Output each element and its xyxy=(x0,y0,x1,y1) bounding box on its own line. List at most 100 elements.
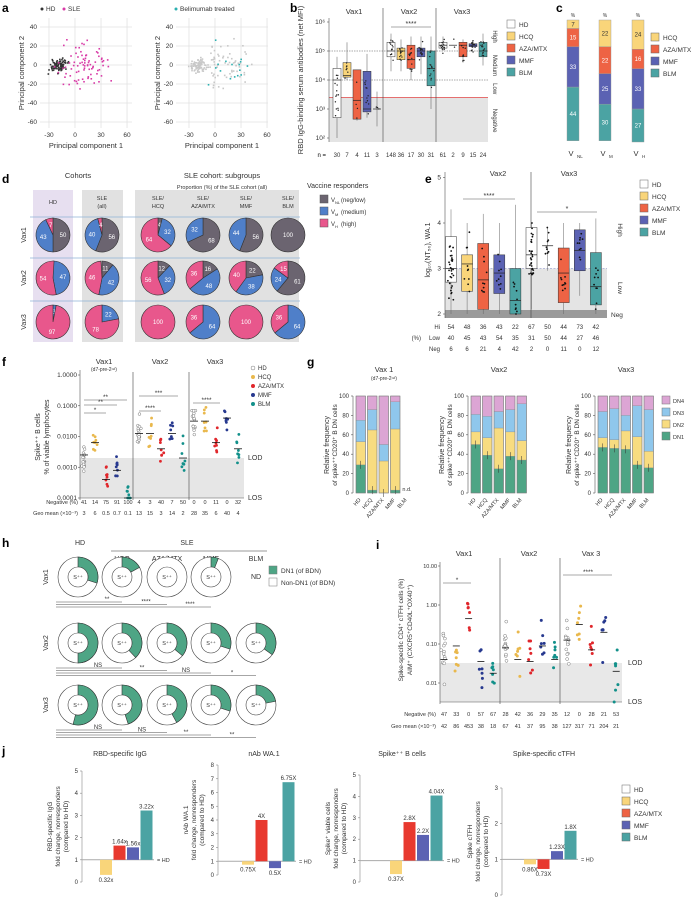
pie-value: 24 xyxy=(275,277,282,283)
data-point xyxy=(70,68,73,70)
data-point xyxy=(212,58,215,61)
data-point xyxy=(579,236,581,239)
box xyxy=(477,243,489,310)
data-point xyxy=(564,282,566,284)
pie-value: 64 xyxy=(146,237,153,243)
data-point xyxy=(399,58,401,60)
data-point xyxy=(180,465,184,469)
legend-swatch xyxy=(319,206,329,216)
legend-dot xyxy=(40,7,44,11)
category-label: V xyxy=(568,149,573,158)
panel-label: b xyxy=(290,1,297,15)
data-point xyxy=(101,57,103,60)
pie-value: 12 xyxy=(158,267,165,273)
y-tick-label: 10⁵ xyxy=(315,48,325,55)
pie-value: 40 xyxy=(89,232,96,238)
data-point xyxy=(452,274,455,277)
data-point xyxy=(61,67,63,70)
pie-value: 78 xyxy=(92,328,99,334)
data-point xyxy=(203,64,206,66)
data-point xyxy=(62,65,64,67)
data-point xyxy=(51,69,54,72)
y-tick-label: 0 xyxy=(211,873,215,879)
data-point xyxy=(199,63,201,65)
table-value: 22 xyxy=(512,325,519,331)
data-point xyxy=(89,63,92,66)
data-point xyxy=(90,73,92,76)
data-point xyxy=(440,46,443,49)
table-value: 86 xyxy=(453,724,459,730)
stacked-segment xyxy=(470,414,481,433)
data-point xyxy=(531,267,534,270)
fold-change-bar xyxy=(282,782,295,862)
data-point xyxy=(217,86,220,88)
table-value: 57 xyxy=(478,712,484,718)
table-value: 42 xyxy=(515,712,521,718)
table-value: 50 xyxy=(180,500,186,506)
data-point xyxy=(565,657,569,661)
data-point xyxy=(443,46,446,49)
data-point xyxy=(83,67,86,69)
data-point xyxy=(500,268,502,271)
data-point xyxy=(203,67,206,69)
data-point xyxy=(237,453,241,457)
data-point xyxy=(356,107,359,110)
legend-swatch xyxy=(650,68,660,78)
data-point xyxy=(504,659,509,663)
los-label: LOS xyxy=(248,495,262,502)
data-point xyxy=(210,72,213,74)
data-point xyxy=(81,455,85,460)
pie-slice xyxy=(52,217,71,253)
data-point xyxy=(482,52,484,54)
y-tick-label: 0.10 xyxy=(426,642,437,648)
y-tick-label: 1 xyxy=(75,858,79,864)
data-point xyxy=(452,246,454,249)
y-axis-label: fold change, nonresponders xyxy=(333,787,340,868)
data-point xyxy=(243,73,246,76)
data-point xyxy=(201,58,204,60)
data-point xyxy=(560,258,562,261)
y-axis-label: (compared to HD) xyxy=(63,801,70,853)
box xyxy=(493,254,506,294)
bar-outline xyxy=(620,395,631,494)
table-value: 42 xyxy=(441,724,447,730)
y-tick-label: 0.1000 xyxy=(57,403,77,410)
pie-value: 54 xyxy=(40,277,47,283)
data-point xyxy=(565,652,569,657)
percent-label: % xyxy=(603,13,608,19)
data-point xyxy=(150,416,153,420)
data-point xyxy=(86,64,89,67)
data-point xyxy=(203,426,207,430)
data-point xyxy=(98,47,101,50)
data-point xyxy=(498,269,500,272)
data-point xyxy=(225,60,227,63)
data-point xyxy=(148,444,152,448)
data-point xyxy=(515,289,518,292)
data-point xyxy=(454,662,458,666)
n-value: 148 xyxy=(386,153,397,159)
data-point xyxy=(589,663,593,667)
data-point xyxy=(202,411,206,415)
data-point xyxy=(430,73,432,75)
data-point xyxy=(443,636,447,641)
data-point xyxy=(454,648,458,652)
data-point xyxy=(480,289,483,292)
stacked-segment xyxy=(609,448,620,494)
data-point xyxy=(601,661,605,665)
table-value: 0 xyxy=(578,347,582,353)
data-point xyxy=(483,282,486,285)
data-point xyxy=(530,240,533,243)
pie-slice xyxy=(97,217,103,236)
data-point xyxy=(214,76,216,79)
data-point xyxy=(170,421,174,425)
pie-slice xyxy=(270,304,289,334)
zone-label: High xyxy=(616,223,623,237)
data-point xyxy=(433,70,435,72)
legend-label: AZA/MTX xyxy=(258,384,284,390)
data-point xyxy=(391,48,393,50)
pie-value: 48 xyxy=(206,284,213,290)
data-point xyxy=(61,57,64,59)
stacked-segment xyxy=(355,420,366,442)
legend-swatch xyxy=(506,19,516,29)
data-point xyxy=(336,94,338,96)
